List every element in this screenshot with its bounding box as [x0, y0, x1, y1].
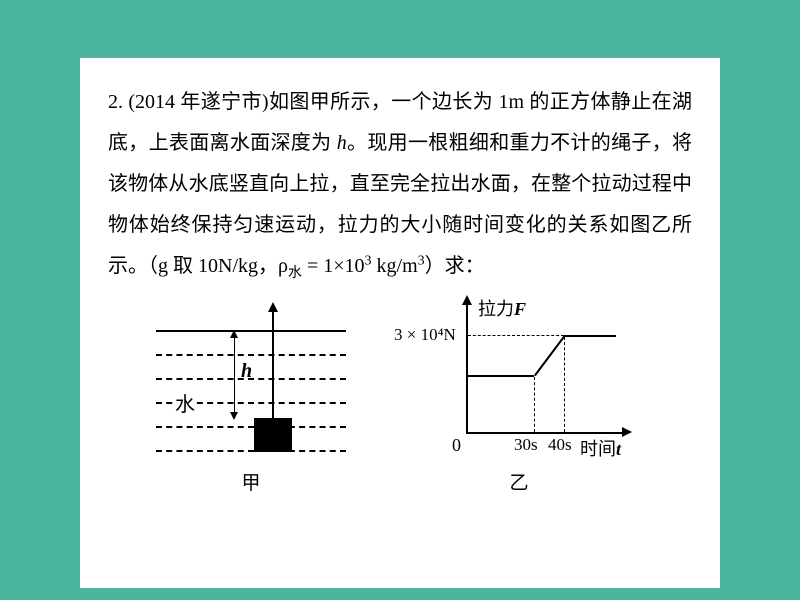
graph-dash-vertical-2 — [564, 337, 565, 432]
x-axis-arrow-icon — [622, 427, 632, 437]
origin-label: 0 — [452, 435, 461, 456]
problem-text: 2. (2014 年遂宁市)如图甲所示，一个边长为 1m 的正方体静止在湖底，上… — [108, 82, 692, 289]
y-axis-label-prefix: 拉力 — [478, 299, 514, 319]
rho-exp: 3 — [365, 253, 372, 268]
figure-jia-caption: 甲 — [241, 468, 260, 495]
figure-jia-canvas: h 水 — [156, 302, 346, 462]
cube-block — [254, 418, 292, 452]
x-axis-label: 时间t — [580, 435, 621, 461]
var-h: h — [337, 132, 347, 154]
curve-segment-ramp — [534, 335, 564, 375]
problem-number: 2. — [108, 91, 123, 113]
x-axis-label-var: t — [616, 439, 621, 459]
figure-yi-caption: 乙 — [509, 468, 528, 495]
rope-arrow-icon — [268, 302, 278, 312]
water-surface-line — [156, 330, 346, 332]
depth-label-h: h — [241, 360, 252, 383]
figures-row: h 水 甲 拉力F — [108, 297, 692, 495]
problem-body-3: ）求： — [425, 255, 485, 277]
graph-dash-vertical-1 — [534, 377, 535, 432]
y-axis-label: 拉力F — [478, 295, 526, 321]
water-dash-line — [156, 426, 346, 428]
figure-yi-canvas: 拉力F 时间t 3 × 10⁴N 0 30s 40s — [394, 297, 644, 462]
depth-indicator-line — [234, 332, 235, 418]
x-axis-label-prefix: 时间 — [580, 439, 616, 459]
y-axis-line — [466, 301, 468, 433]
water-dash-line — [156, 450, 346, 452]
rho-unit: kg/m — [372, 255, 418, 277]
x-tick-label-40s: 40s — [548, 435, 572, 455]
rope-line — [272, 308, 274, 420]
x-axis-line — [466, 432, 626, 434]
water-dash-line — [156, 354, 346, 356]
page-root: 2. (2014 年遂宁市)如图甲所示，一个边长为 1m 的正方体静止在湖底，上… — [0, 0, 800, 600]
content-card: 2. (2014 年遂宁市)如图甲所示，一个边长为 1m 的正方体静止在湖底，上… — [80, 58, 720, 588]
curve-segment-flat-high — [564, 335, 616, 337]
bottom-color-band — [0, 594, 800, 600]
rho-sub: 水 — [288, 266, 302, 281]
rho-unit-exp: 3 — [418, 253, 425, 268]
g-text: g 取 10N/kg，ρ — [158, 255, 288, 277]
rho-val: = 1×10 — [302, 255, 365, 277]
x-tick-label-30s: 30s — [514, 435, 538, 455]
y-tick-label: 3 × 10⁴N — [394, 325, 456, 345]
depth-arrow-down-icon — [230, 412, 238, 420]
y-axis-label-var: F — [514, 299, 526, 319]
curve-segment-flat-low — [466, 375, 534, 377]
top-color-band — [0, 0, 800, 48]
figure-yi: 拉力F 时间t 3 × 10⁴N 0 30s 40s — [394, 297, 644, 495]
problem-source: (2014 年遂宁市) — [128, 91, 268, 113]
figure-jia: h 水 甲 — [156, 302, 346, 495]
depth-arrow-up-icon — [230, 330, 238, 338]
y-axis-arrow-icon — [462, 295, 472, 305]
content-background: 2. (2014 年遂宁市)如图甲所示，一个边长为 1m 的正方体静止在湖底，上… — [0, 48, 800, 594]
water-label: 水 — [174, 388, 196, 417]
